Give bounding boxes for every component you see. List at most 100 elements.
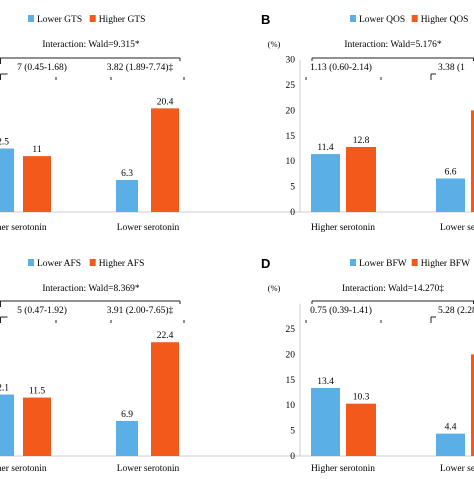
- label-background: [299, 61, 383, 77]
- bar: [471, 110, 474, 212]
- chart-panel-4: D (%) Lower BFW Higher BFW Interaction: Wald…: [261, 256, 474, 474]
- y-tick-label: 25: [286, 325, 296, 335]
- data-label: 6.6: [445, 167, 457, 177]
- bar: [151, 342, 179, 456]
- y-tick-label: 25: [286, 81, 296, 91]
- x-category-label: Lower se: [440, 223, 474, 233]
- panel-letter: B: [261, 12, 270, 27]
- legend: Lower BFW Higher BFW: [350, 259, 470, 269]
- bar: [0, 148, 14, 212]
- y-axis: 25 20 15 10 5 0: [286, 303, 301, 462]
- label-background: [33, 38, 149, 49]
- legend-entry: Lower AFS: [37, 259, 81, 269]
- data-label: 6.9: [121, 410, 133, 420]
- legend-entry: Higher AFS: [99, 259, 145, 269]
- label-background: [33, 282, 149, 293]
- data-label: 10.3: [353, 393, 370, 403]
- label-background: [333, 282, 453, 293]
- interaction-label: Interaction: Wald=5.176*: [344, 40, 442, 50]
- legend: Lower AFS Higher AFS: [28, 259, 144, 269]
- y-tick-label: 10: [286, 157, 296, 167]
- data-label: 11.4: [317, 143, 334, 153]
- interaction-label: Interaction: Wald=9.315*: [42, 40, 140, 50]
- data-label: 6.3: [121, 169, 133, 179]
- legend-swatch: [28, 259, 34, 266]
- y-tick-label: 5: [290, 427, 295, 437]
- legend-entry: Higher QOS: [421, 15, 469, 25]
- y-axis-unit-label: (%): [268, 283, 281, 293]
- label-background: [436, 61, 474, 77]
- legend-swatch: [411, 15, 418, 22]
- legend-swatch: [89, 259, 96, 266]
- y-tick-label: 5: [290, 183, 295, 193]
- data-label: 13.4: [317, 377, 334, 387]
- y-tick-label: 15: [286, 132, 296, 142]
- bar: [346, 146, 376, 212]
- odds-ratio-label: 3.38 (1: [438, 62, 465, 73]
- label-background: [95, 304, 185, 320]
- legend-swatch: [411, 259, 418, 266]
- label-background: [7, 304, 77, 320]
- legend-entry: Lower GTS: [37, 15, 82, 25]
- legend: Lower GTS Higher GTS: [28, 15, 145, 25]
- panel-letter: D: [261, 256, 270, 271]
- label-background: [95, 61, 185, 77]
- legend-entry: Lower BFW: [359, 259, 407, 269]
- bar: [23, 156, 51, 212]
- x-category-label: Lower se: [440, 464, 474, 474]
- interaction-label: Interaction: Wald=8.369*: [42, 284, 140, 294]
- y-axis-unit-label: (%): [268, 39, 281, 49]
- chart-panel-2: B (%) Lower QOS Higher QOS Interaction: Wald…: [261, 12, 474, 233]
- y-tick-label: 20: [286, 106, 296, 116]
- y-tick-label: 0: [290, 208, 295, 218]
- data-label: 22.4: [157, 331, 174, 341]
- legend-entry: Higher GTS: [99, 15, 146, 25]
- label-background: [335, 38, 451, 49]
- odds-ratio-label: 3.82 (1.89-7.74)‡: [107, 62, 174, 73]
- bar: [116, 420, 138, 456]
- bar: [436, 433, 465, 456]
- x-category-label: Higher serotonin: [311, 223, 375, 233]
- data-label: 4.4: [445, 423, 457, 433]
- label-background: [436, 304, 474, 320]
- y-tick-label: 20: [286, 350, 296, 360]
- y-tick-label: 10: [286, 401, 296, 411]
- bar: [311, 387, 340, 456]
- x-category-label: igher serotonin: [0, 223, 47, 233]
- x-category-label: Lower serotonin: [117, 464, 180, 474]
- data-label: 2.1: [0, 384, 9, 394]
- bar: [346, 403, 376, 456]
- odds-ratio-label: 3.91 (2.00-7.65)‡: [107, 305, 174, 316]
- interaction-label: Interaction: Wald=14.270‡: [342, 284, 444, 294]
- data-label: 11: [32, 145, 41, 155]
- legend-entry: Lower QOS: [359, 15, 405, 25]
- odds-ratio-label: 5 (0.47-1.92): [17, 305, 67, 316]
- bar: [311, 154, 340, 212]
- data-label: 2.5: [0, 138, 9, 148]
- y-tick-label: 0: [290, 452, 295, 462]
- y-axis: 30 25 20 15 10 5 0: [286, 56, 301, 218]
- data-label: 20.4: [157, 97, 174, 107]
- legend-swatch: [350, 259, 356, 266]
- bar: [116, 179, 138, 212]
- chart-panel-1: Lower GTS Higher GTS Interaction: Wald=9.3…: [0, 15, 474, 233]
- bar: [23, 397, 51, 456]
- legend-swatch: [28, 15, 34, 22]
- x-category-label: Lower serotonin: [117, 223, 180, 233]
- bar: [151, 108, 179, 212]
- bar: [0, 394, 14, 456]
- odds-ratio-label: 0.75 (0.39-1.41): [310, 305, 372, 316]
- bar: [471, 354, 474, 456]
- odds-ratio-label: 5.28 (2.28: [438, 305, 474, 316]
- legend: Lower QOS Higher QOS: [350, 15, 468, 25]
- data-label: 11.5: [29, 387, 46, 397]
- y-tick-label: 15: [286, 376, 296, 386]
- bar: [436, 178, 465, 212]
- odds-ratio-label: 1.13 (0.60-2.14): [310, 62, 372, 73]
- chart-panel-3: Lower AFS Higher AFS Interaction: Wald=8.3…: [0, 259, 474, 474]
- label-background: [299, 304, 383, 320]
- data-label: 12.8: [353, 136, 370, 146]
- y-tick-label: 30: [286, 56, 296, 66]
